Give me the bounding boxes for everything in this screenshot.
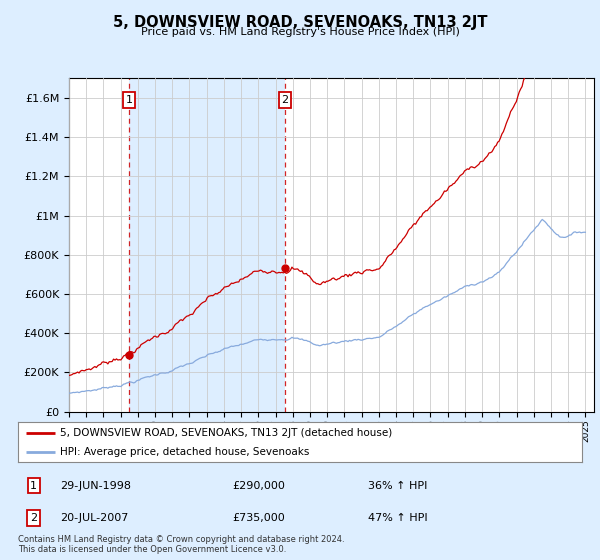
Text: 5, DOWNSVIEW ROAD, SEVENOAKS, TN13 2JT: 5, DOWNSVIEW ROAD, SEVENOAKS, TN13 2JT	[113, 15, 487, 30]
Bar	[129, 78, 285, 412]
Text: £735,000: £735,000	[232, 513, 285, 523]
Text: 2: 2	[281, 95, 289, 105]
Text: HPI: Average price, detached house, Sevenoaks: HPI: Average price, detached house, Seve…	[60, 447, 310, 457]
Text: 1: 1	[125, 95, 133, 105]
Text: 36% ↑ HPI: 36% ↑ HPI	[368, 480, 427, 491]
Text: 29-JUN-1998: 29-JUN-1998	[60, 480, 131, 491]
Text: Price paid vs. HM Land Registry's House Price Index (HPI): Price paid vs. HM Land Registry's House …	[140, 27, 460, 37]
Text: 1: 1	[30, 480, 37, 491]
Text: £290,000: £290,000	[232, 480, 285, 491]
Text: 47% ↑ HPI: 47% ↑ HPI	[368, 513, 427, 523]
Text: 5, DOWNSVIEW ROAD, SEVENOAKS, TN13 2JT (detached house): 5, DOWNSVIEW ROAD, SEVENOAKS, TN13 2JT (…	[60, 428, 392, 438]
Text: 2: 2	[30, 513, 37, 523]
Text: Contains HM Land Registry data © Crown copyright and database right 2024.
This d: Contains HM Land Registry data © Crown c…	[18, 535, 344, 554]
Text: 20-JUL-2007: 20-JUL-2007	[60, 513, 128, 523]
